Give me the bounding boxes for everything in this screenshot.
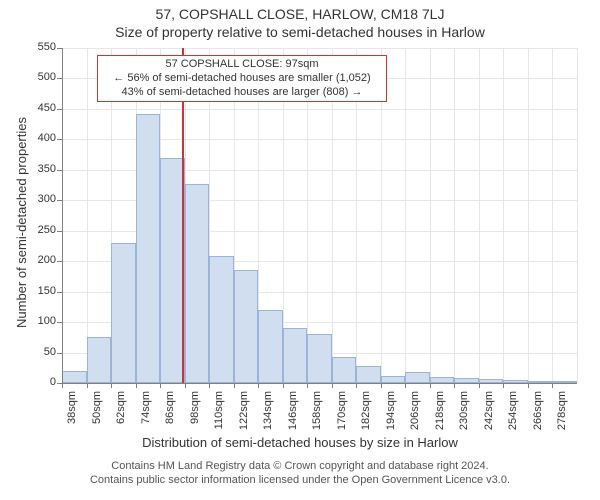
y-axis-line bbox=[62, 48, 63, 383]
histogram-bar bbox=[62, 371, 87, 383]
histogram-bar bbox=[185, 184, 210, 383]
histogram-bar bbox=[111, 243, 136, 383]
y-tick-label: 100 bbox=[24, 315, 56, 327]
footer-line-2: Contains public sector information licen… bbox=[0, 473, 600, 487]
x-tick-label: 62sqm bbox=[115, 391, 127, 431]
x-tick-label: 206sqm bbox=[409, 391, 421, 431]
x-tick-label: 218sqm bbox=[434, 391, 446, 431]
grid-line-v bbox=[87, 48, 88, 383]
y-tick-label: 400 bbox=[24, 132, 56, 144]
x-tick-label: 230sqm bbox=[458, 391, 470, 431]
y-tick-label: 50 bbox=[24, 346, 56, 358]
x-tick-label: 86sqm bbox=[164, 391, 176, 431]
x-tick-label: 266sqm bbox=[532, 391, 544, 431]
y-tick-label: 500 bbox=[24, 71, 56, 83]
chart-container: 57, COPSHALL CLOSE, HARLOW, CM18 7LJ Siz… bbox=[0, 0, 600, 500]
histogram-bar bbox=[405, 372, 430, 383]
y-tick-label: 0 bbox=[24, 376, 56, 388]
x-tick-label: 134sqm bbox=[262, 391, 274, 431]
histogram-bar bbox=[87, 337, 112, 383]
histogram-bar bbox=[307, 334, 332, 383]
y-tick-label: 350 bbox=[24, 163, 56, 175]
y-tick-label: 250 bbox=[24, 224, 56, 236]
grid-line-v bbox=[503, 48, 504, 383]
x-tick-label: 278sqm bbox=[556, 391, 568, 431]
x-tick-label: 182sqm bbox=[360, 391, 372, 431]
y-tick-label: 300 bbox=[24, 193, 56, 205]
x-tick-label: 110sqm bbox=[213, 391, 225, 431]
grid-line-v bbox=[528, 48, 529, 383]
x-tick-label: 158sqm bbox=[311, 391, 323, 431]
grid-line-v bbox=[430, 48, 431, 383]
histogram-bar bbox=[136, 114, 161, 383]
address-line: 57, COPSHALL CLOSE, HARLOW, CM18 7LJ bbox=[0, 0, 600, 22]
x-tick-label: 50sqm bbox=[91, 391, 103, 431]
y-tick-label: 150 bbox=[24, 285, 56, 297]
histogram-bar bbox=[209, 256, 234, 383]
info-box-line-2: ← 56% of semi-detached houses are smalle… bbox=[104, 72, 380, 86]
footer-line-1: Contains HM Land Registry data © Crown c… bbox=[0, 459, 600, 473]
info-box-line-3: 43% of semi-detached houses are larger (… bbox=[104, 86, 380, 100]
x-tick-label: 146sqm bbox=[287, 391, 299, 431]
grid-line-v bbox=[405, 48, 406, 383]
x-axis-label: Distribution of semi-detached houses by … bbox=[0, 435, 600, 450]
info-box: 57 COPSHALL CLOSE: 97sqm← 56% of semi-de… bbox=[97, 55, 387, 102]
grid-line-v bbox=[577, 48, 578, 383]
histogram-bar bbox=[381, 376, 406, 383]
x-tick-label: 38sqm bbox=[66, 391, 78, 431]
grid-line-v bbox=[454, 48, 455, 383]
chart-title: Size of property relative to semi-detach… bbox=[0, 22, 600, 40]
x-tick-label: 170sqm bbox=[336, 391, 348, 431]
histogram-bar bbox=[332, 357, 357, 383]
grid-line-h bbox=[62, 109, 577, 110]
histogram-bar bbox=[283, 328, 308, 383]
grid-line-v bbox=[479, 48, 480, 383]
histogram-bar bbox=[356, 366, 381, 383]
y-tick-label: 450 bbox=[24, 102, 56, 114]
x-tick-label: 98sqm bbox=[189, 391, 201, 431]
histogram-bar bbox=[234, 270, 259, 383]
grid-line-v bbox=[552, 48, 553, 383]
plot-area: 05010015020025030035040045050055038sqm50… bbox=[62, 48, 577, 383]
y-tick-label: 550 bbox=[24, 41, 56, 53]
x-tick-label: 254sqm bbox=[507, 391, 519, 431]
x-tick-label: 74sqm bbox=[140, 391, 152, 431]
x-tick-label: 194sqm bbox=[385, 391, 397, 431]
x-tick-label: 242sqm bbox=[483, 391, 495, 431]
x-tick-label: 122sqm bbox=[238, 391, 250, 431]
x-axis-line bbox=[62, 383, 577, 384]
histogram-bar bbox=[258, 310, 283, 383]
y-tick-label: 200 bbox=[24, 254, 56, 266]
footer-text: Contains HM Land Registry data © Crown c… bbox=[0, 459, 600, 488]
grid-line-h bbox=[62, 48, 577, 49]
info-box-line-1: 57 COPSHALL CLOSE: 97sqm bbox=[104, 58, 380, 72]
